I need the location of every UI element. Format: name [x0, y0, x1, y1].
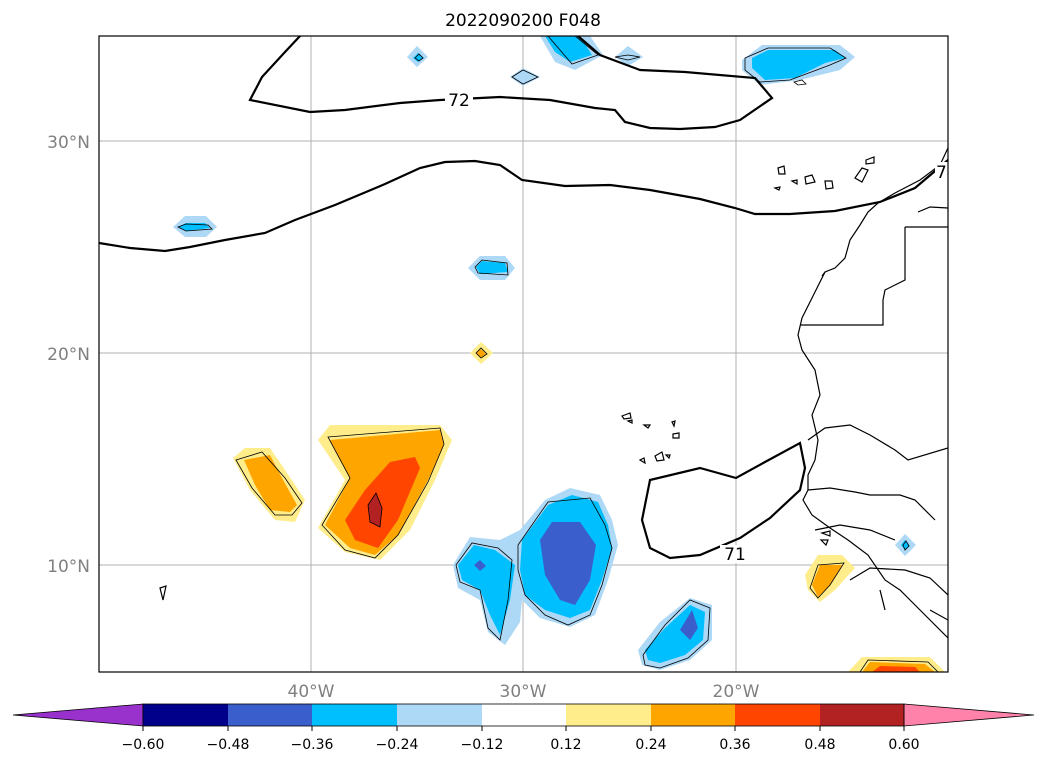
- colorbar-segment: [397, 704, 482, 726]
- lat-label: 30°N: [47, 133, 90, 153]
- lat-label: 20°N: [47, 345, 90, 365]
- anomaly-patch: [510, 68, 540, 86]
- colorbar-tick-label: −0.36: [291, 737, 334, 753]
- anomaly-patch: [680, 610, 698, 640]
- contour-label: 71: [724, 545, 746, 565]
- colorbar-segment: [143, 704, 228, 726]
- anomaly-patch: [368, 493, 382, 527]
- isoline-72-north: [248, 36, 774, 131]
- anomaly-patch: [476, 349, 486, 358]
- colorbar-segment: [735, 704, 820, 726]
- anomaly-patch: [615, 46, 643, 66]
- colorbar-tick-label: 0.48: [804, 737, 835, 753]
- lat-label: 10°N: [47, 557, 90, 577]
- colorbar-tick-label: −0.60: [122, 737, 165, 753]
- map-area: 72 71 71: [99, 36, 958, 672]
- colorbar-extend-low: [12, 703, 144, 727]
- anomaly-patch: [345, 457, 420, 548]
- isoline-71-closed: [640, 441, 807, 560]
- lon-label: 40°W: [288, 682, 335, 702]
- figure-title: 2022090200 F048: [445, 11, 601, 31]
- anomaly-outlines: [177, 36, 939, 672]
- map-frame: [98, 35, 949, 673]
- colorbar-tick-label: 0.36: [719, 737, 750, 753]
- colorbar-tick-label: −0.24: [376, 737, 419, 753]
- positive-anomaly-patches: [233, 342, 945, 672]
- contour-label: 71: [936, 163, 958, 183]
- colorbar-segment: [312, 704, 397, 726]
- isoline-71: [99, 159, 948, 253]
- colorbar-segment: [566, 704, 651, 726]
- anomaly-patch: [244, 455, 297, 512]
- lon-label: 30°W: [500, 682, 547, 702]
- anomaly-patch: [474, 560, 486, 571]
- anomaly-patch: [752, 50, 845, 80]
- anomaly-patch: [872, 666, 920, 672]
- colorbar-tick-label: −0.48: [207, 737, 250, 753]
- anomaly-patch: [476, 261, 508, 274]
- isolines: [99, 36, 948, 560]
- colorbar-tick-label: 0.60: [888, 737, 919, 753]
- anomaly-patch: [545, 36, 592, 62]
- colorbar-extend-high: [903, 703, 1035, 727]
- colorbar-segment: [820, 704, 904, 726]
- negative-anomaly-patches: [173, 36, 916, 670]
- colorbar-segment: [482, 704, 566, 726]
- colorbar-tick-label: 0.12: [550, 737, 581, 753]
- colorbar-tick-label: 0.24: [635, 737, 666, 753]
- coastlines: [159, 147, 948, 639]
- lon-label: 20°W: [713, 682, 760, 702]
- anomaly-patch: [812, 565, 842, 597]
- colorbar-segment: [228, 704, 312, 726]
- anomaly-patch: [458, 545, 515, 635]
- colorbar-tick-label: −0.12: [461, 737, 504, 753]
- colorbar: −0.60 −0.48 −0.36 −0.24 −0.12 0.12 0.24 …: [12, 703, 1035, 753]
- anomaly-patch: [540, 522, 596, 605]
- contour-label: 72: [448, 91, 470, 111]
- colorbar-segment: [651, 704, 735, 726]
